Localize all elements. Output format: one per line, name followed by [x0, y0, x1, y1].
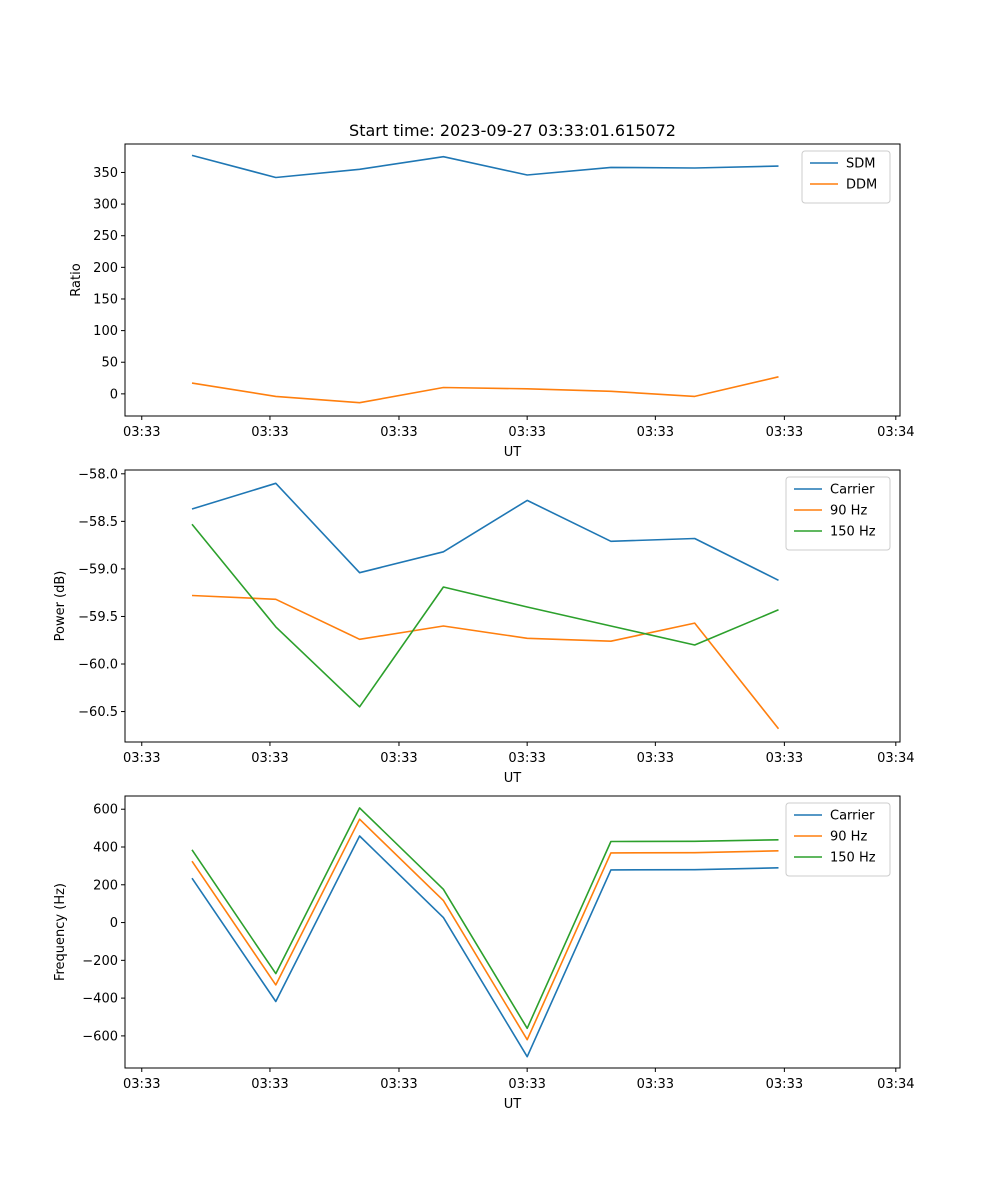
y-tick-label: 200 [93, 261, 118, 276]
chart-panel-2: −60.5 −60.0 −59.5 −59.0 −58.5 −58.0 03:33 03:33… [53, 467, 915, 786]
y-tick-label: 100 [93, 324, 118, 339]
legend-entry: 90 Hz [830, 504, 867, 519]
panels: 0 50 100 150 200 250 300 350 03:33 03:33 03:33 03:3… [53, 143, 915, 1112]
x-axis-label: UT [504, 445, 522, 460]
series-line-ddm [191, 376, 779, 404]
y-tick-label: 600 [93, 803, 118, 818]
y-tick-label: 250 [93, 229, 118, 244]
legend-entry: 90 Hz [830, 830, 867, 845]
y-axis-label: Frequency (Hz) [53, 883, 68, 981]
legend: Carrier 90 Hz 150 Hz [785, 476, 891, 551]
series-line-90-hz [191, 594, 780, 730]
y-tick-label: 50 [101, 356, 118, 371]
y-tick-label: 150 [93, 292, 118, 307]
x-tick-label: 03:33 [123, 751, 160, 766]
y-tick-label: −60.0 [78, 658, 118, 673]
x-tick-label: 03:33 [380, 1077, 417, 1092]
y-tick-label: −58.0 [78, 467, 118, 482]
axes-frame [124, 469, 901, 743]
axes-frame [124, 143, 901, 417]
y-tick-label: −59.5 [78, 610, 118, 625]
legend-entry: Carrier [830, 809, 875, 824]
x-tick-label: 03:34 [877, 425, 914, 440]
legend-entry: SDM [846, 157, 875, 172]
x-tick-label: 03:33 [123, 1077, 160, 1092]
y-tick-label: 300 [93, 198, 118, 213]
legend-frame [801, 150, 891, 204]
y-axis-label: Power (dB) [53, 571, 68, 642]
figure-title: Start time: 2023-09-27 03:33:01.615072 [349, 121, 676, 140]
x-tick-label: 03:33 [251, 425, 288, 440]
x-tick-label: 03:33 [766, 1077, 803, 1092]
series-line-carrier [191, 835, 779, 1058]
x-tick-label: 03:33 [123, 425, 160, 440]
y-tick-label: 400 [93, 841, 118, 856]
legend: Carrier 90 Hz 150 Hz [785, 802, 891, 877]
y-tick-label: 0 [110, 916, 118, 931]
x-tick-label: 03:33 [766, 425, 803, 440]
x-tick-label: 03:33 [251, 1077, 288, 1092]
axes-frame [124, 795, 901, 1069]
series-line-150-hz [191, 523, 779, 708]
legend-entry: Carrier [830, 483, 875, 498]
x-tick-label: 03:33 [380, 751, 417, 766]
y-tick-label: 200 [93, 878, 118, 893]
y-tick-label: −60.5 [78, 705, 118, 720]
x-axis-label: UT [504, 1097, 522, 1112]
x-tick-label: 03:33 [251, 751, 288, 766]
y-tick-label: −58.5 [78, 515, 118, 530]
x-tick-label: 03:33 [766, 751, 803, 766]
x-tick-label: 03:33 [508, 751, 545, 766]
x-tick-label: 03:33 [508, 425, 545, 440]
legend-entry: 150 Hz [830, 851, 876, 866]
legend: SDM DDM [801, 150, 891, 204]
y-tick-label: −200 [82, 954, 118, 969]
y-tick-label: 350 [93, 166, 118, 181]
y-axis-label: Ratio [69, 263, 84, 296]
series-line-90-hz [191, 818, 779, 1041]
x-tick-label: 03:33 [637, 425, 674, 440]
y-tick-label: 0 [110, 387, 118, 402]
y-tick-label: −600 [82, 1029, 118, 1044]
x-tick-label: 03:34 [877, 751, 914, 766]
x-axis-label: UT [504, 771, 522, 786]
x-tick-label: 03:33 [637, 751, 674, 766]
series-line-carrier [191, 482, 779, 582]
x-tick-label: 03:33 [508, 1077, 545, 1092]
chart-panel-1: 0 50 100 150 200 250 300 350 03:33 03:33 03:33 03:3… [69, 143, 915, 460]
series-line-150-hz [191, 807, 779, 1030]
x-tick-label: 03:33 [380, 425, 417, 440]
y-tick-label: −59.0 [78, 562, 118, 577]
legend-entry: 150 Hz [830, 525, 876, 540]
x-tick-label: 03:34 [877, 1077, 914, 1092]
x-tick-label: 03:33 [637, 1077, 674, 1092]
y-tick-label: −400 [82, 992, 118, 1007]
chart-panel-3: −600 −400 −200 0 200 400 600 03:33 03:33 03:33 03:… [53, 795, 915, 1112]
legend-entry: DDM [846, 178, 877, 193]
series-line-sdm [191, 154, 779, 179]
